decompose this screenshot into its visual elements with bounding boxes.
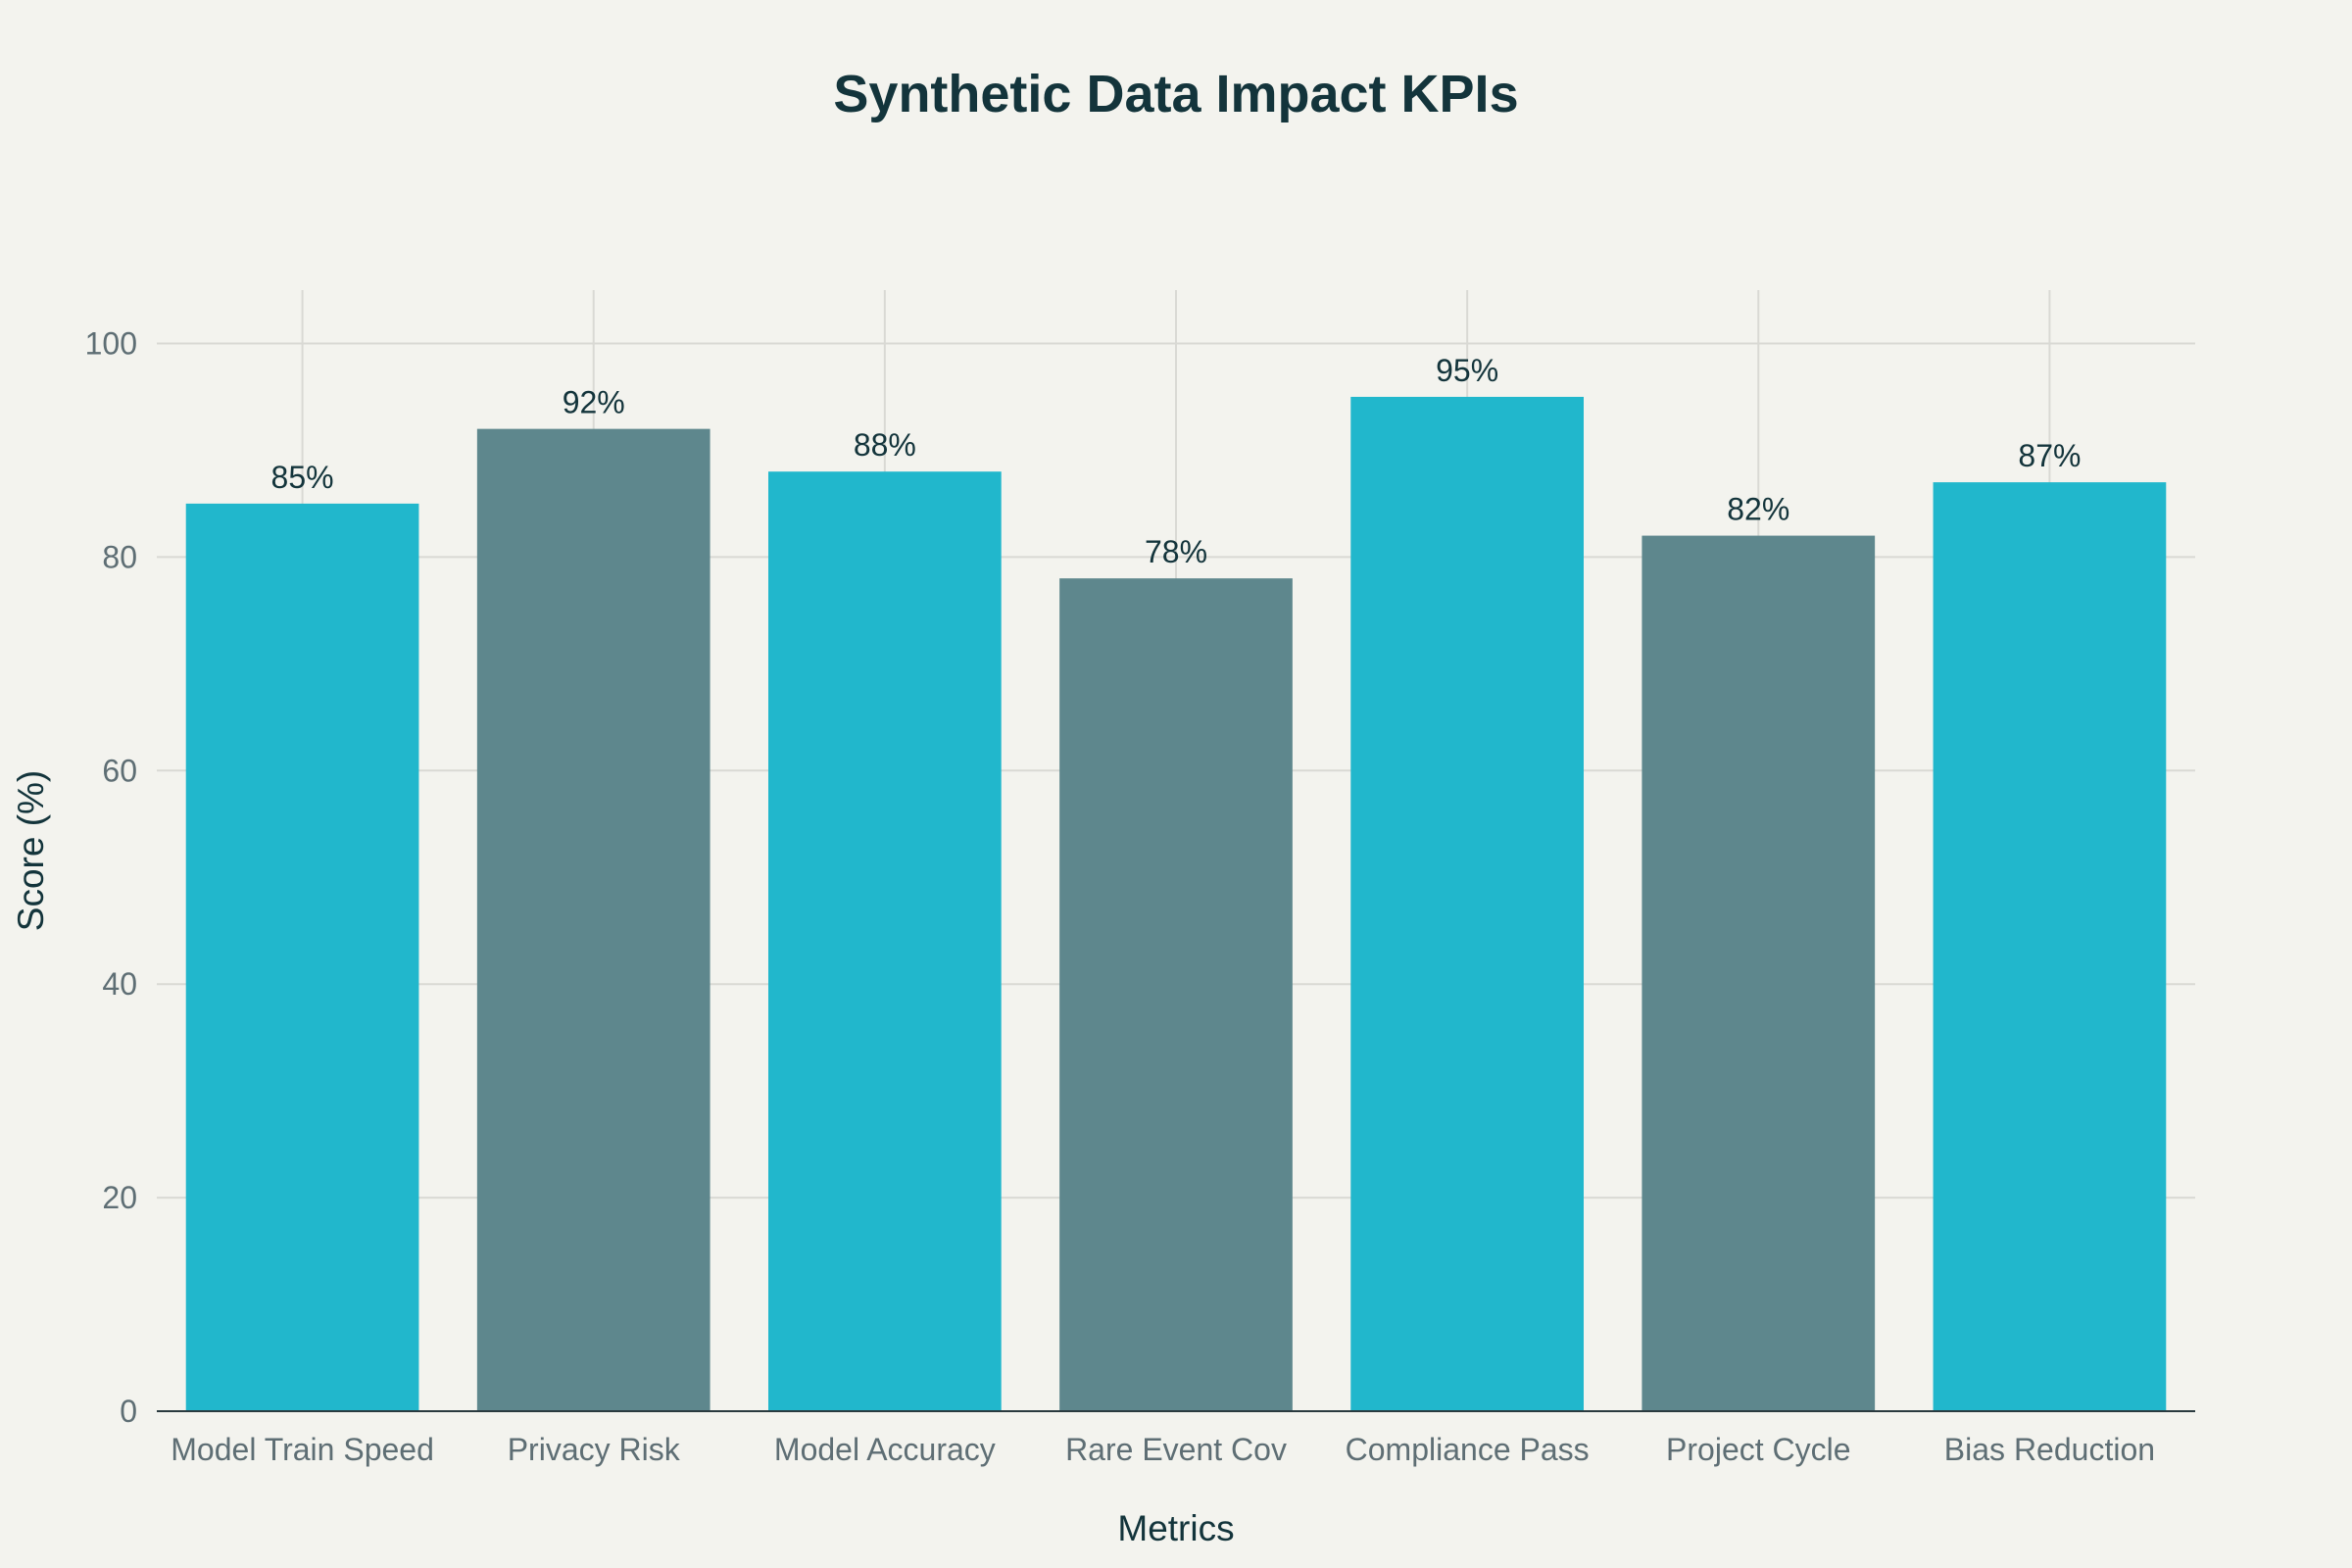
y-tick-label: 20: [102, 1180, 137, 1215]
x-axis-title: Metrics: [1117, 1508, 1234, 1548]
y-tick-label: 80: [102, 539, 137, 574]
bar: [768, 471, 1002, 1411]
bar: [1642, 535, 1876, 1411]
bar-value-label: 95%: [1436, 353, 1498, 388]
x-axis-ticks: Model Train Speed Privacy Risk Model Accur…: [171, 1432, 2155, 1467]
y-axis-ticks: 0 20 40 60 80 100: [85, 325, 137, 1429]
bar-value-label: 88%: [854, 427, 916, 463]
bar: [1059, 578, 1293, 1411]
x-tick-label: Model Accuracy: [774, 1432, 996, 1467]
bar-value-label: 85%: [271, 460, 334, 495]
chart-title: Synthetic Data Impact KPIs: [833, 65, 1518, 123]
data-labels: 85% 92% 88% 78% 95% 82% 87%: [271, 353, 2082, 569]
bar-value-label: 78%: [1145, 534, 1207, 569]
bar: [185, 503, 419, 1411]
x-tick-label: Rare Event Cov: [1065, 1432, 1287, 1467]
bar-value-label: 82%: [1727, 492, 1789, 527]
bar: [476, 428, 710, 1412]
bar-value-label: 92%: [563, 385, 625, 420]
bar: [1350, 396, 1584, 1411]
bar: [1933, 482, 2167, 1412]
x-tick-label: Privacy Risk: [508, 1432, 681, 1467]
x-tick-label: Compliance Pass: [1346, 1432, 1590, 1467]
y-axis-title: Score (%): [11, 770, 51, 931]
y-tick-label: 0: [120, 1394, 137, 1429]
y-tick-label: 100: [85, 325, 137, 361]
x-tick-label: Model Train Speed: [171, 1432, 434, 1467]
bar-value-label: 87%: [2018, 438, 2081, 473]
y-tick-label: 60: [102, 753, 137, 788]
bars: [185, 396, 2167, 1412]
y-tick-label: 40: [102, 966, 137, 1002]
x-tick-label: Project Cycle: [1666, 1432, 1851, 1467]
x-tick-label: Bias Reduction: [1944, 1432, 2155, 1467]
